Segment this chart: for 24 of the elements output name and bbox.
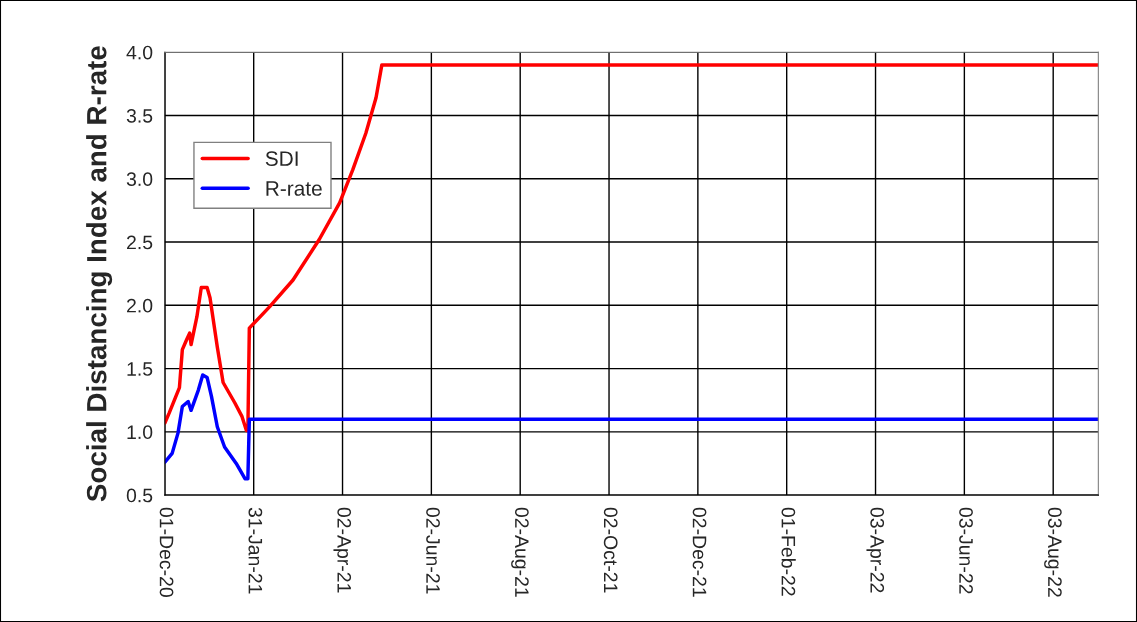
x-tick-label: 01-Feb-22 bbox=[781, 507, 796, 596]
x-tick-label: 02-Apr-21 bbox=[333, 507, 352, 593]
y-tick-label: 2.5 bbox=[127, 235, 153, 250]
y-tick-label: 2.0 bbox=[127, 298, 153, 313]
x-tick-label: 02-Aug-21 bbox=[511, 507, 529, 597]
y-axis-title: Social Distancing Index and R-rate bbox=[86, 46, 113, 502]
x-tick-label: 03-Apr-22 bbox=[866, 507, 885, 593]
x-tick-label: 03-Jun-22 bbox=[959, 507, 973, 594]
legend-label: R-rate bbox=[266, 181, 322, 196]
x-tick-label: 01-Dec-20 bbox=[159, 507, 174, 597]
x-tick-label: 02-Dec-21 bbox=[692, 507, 707, 597]
y-tick-label: 3.0 bbox=[126, 172, 153, 187]
x-tick-label: 02-Jun-21 bbox=[426, 507, 440, 594]
x-tick-label: 03-Aug-22 bbox=[1044, 507, 1062, 597]
y-tick-label: 0.5 bbox=[126, 488, 153, 503]
x-tick-label: 02-Oct-21 bbox=[603, 507, 618, 593]
legend-label: SDI bbox=[265, 151, 298, 167]
line-series bbox=[164, 373, 1099, 481]
y-tick-label: 4.0 bbox=[126, 45, 153, 60]
y-tick-label: 1.5 bbox=[127, 362, 153, 376]
y-tick-label: 1.0 bbox=[127, 425, 153, 440]
x-tick-label: 31-Jan-21 bbox=[248, 507, 263, 594]
y-tick-label: 3.5 bbox=[126, 108, 153, 123]
line-series bbox=[164, 63, 1099, 433]
